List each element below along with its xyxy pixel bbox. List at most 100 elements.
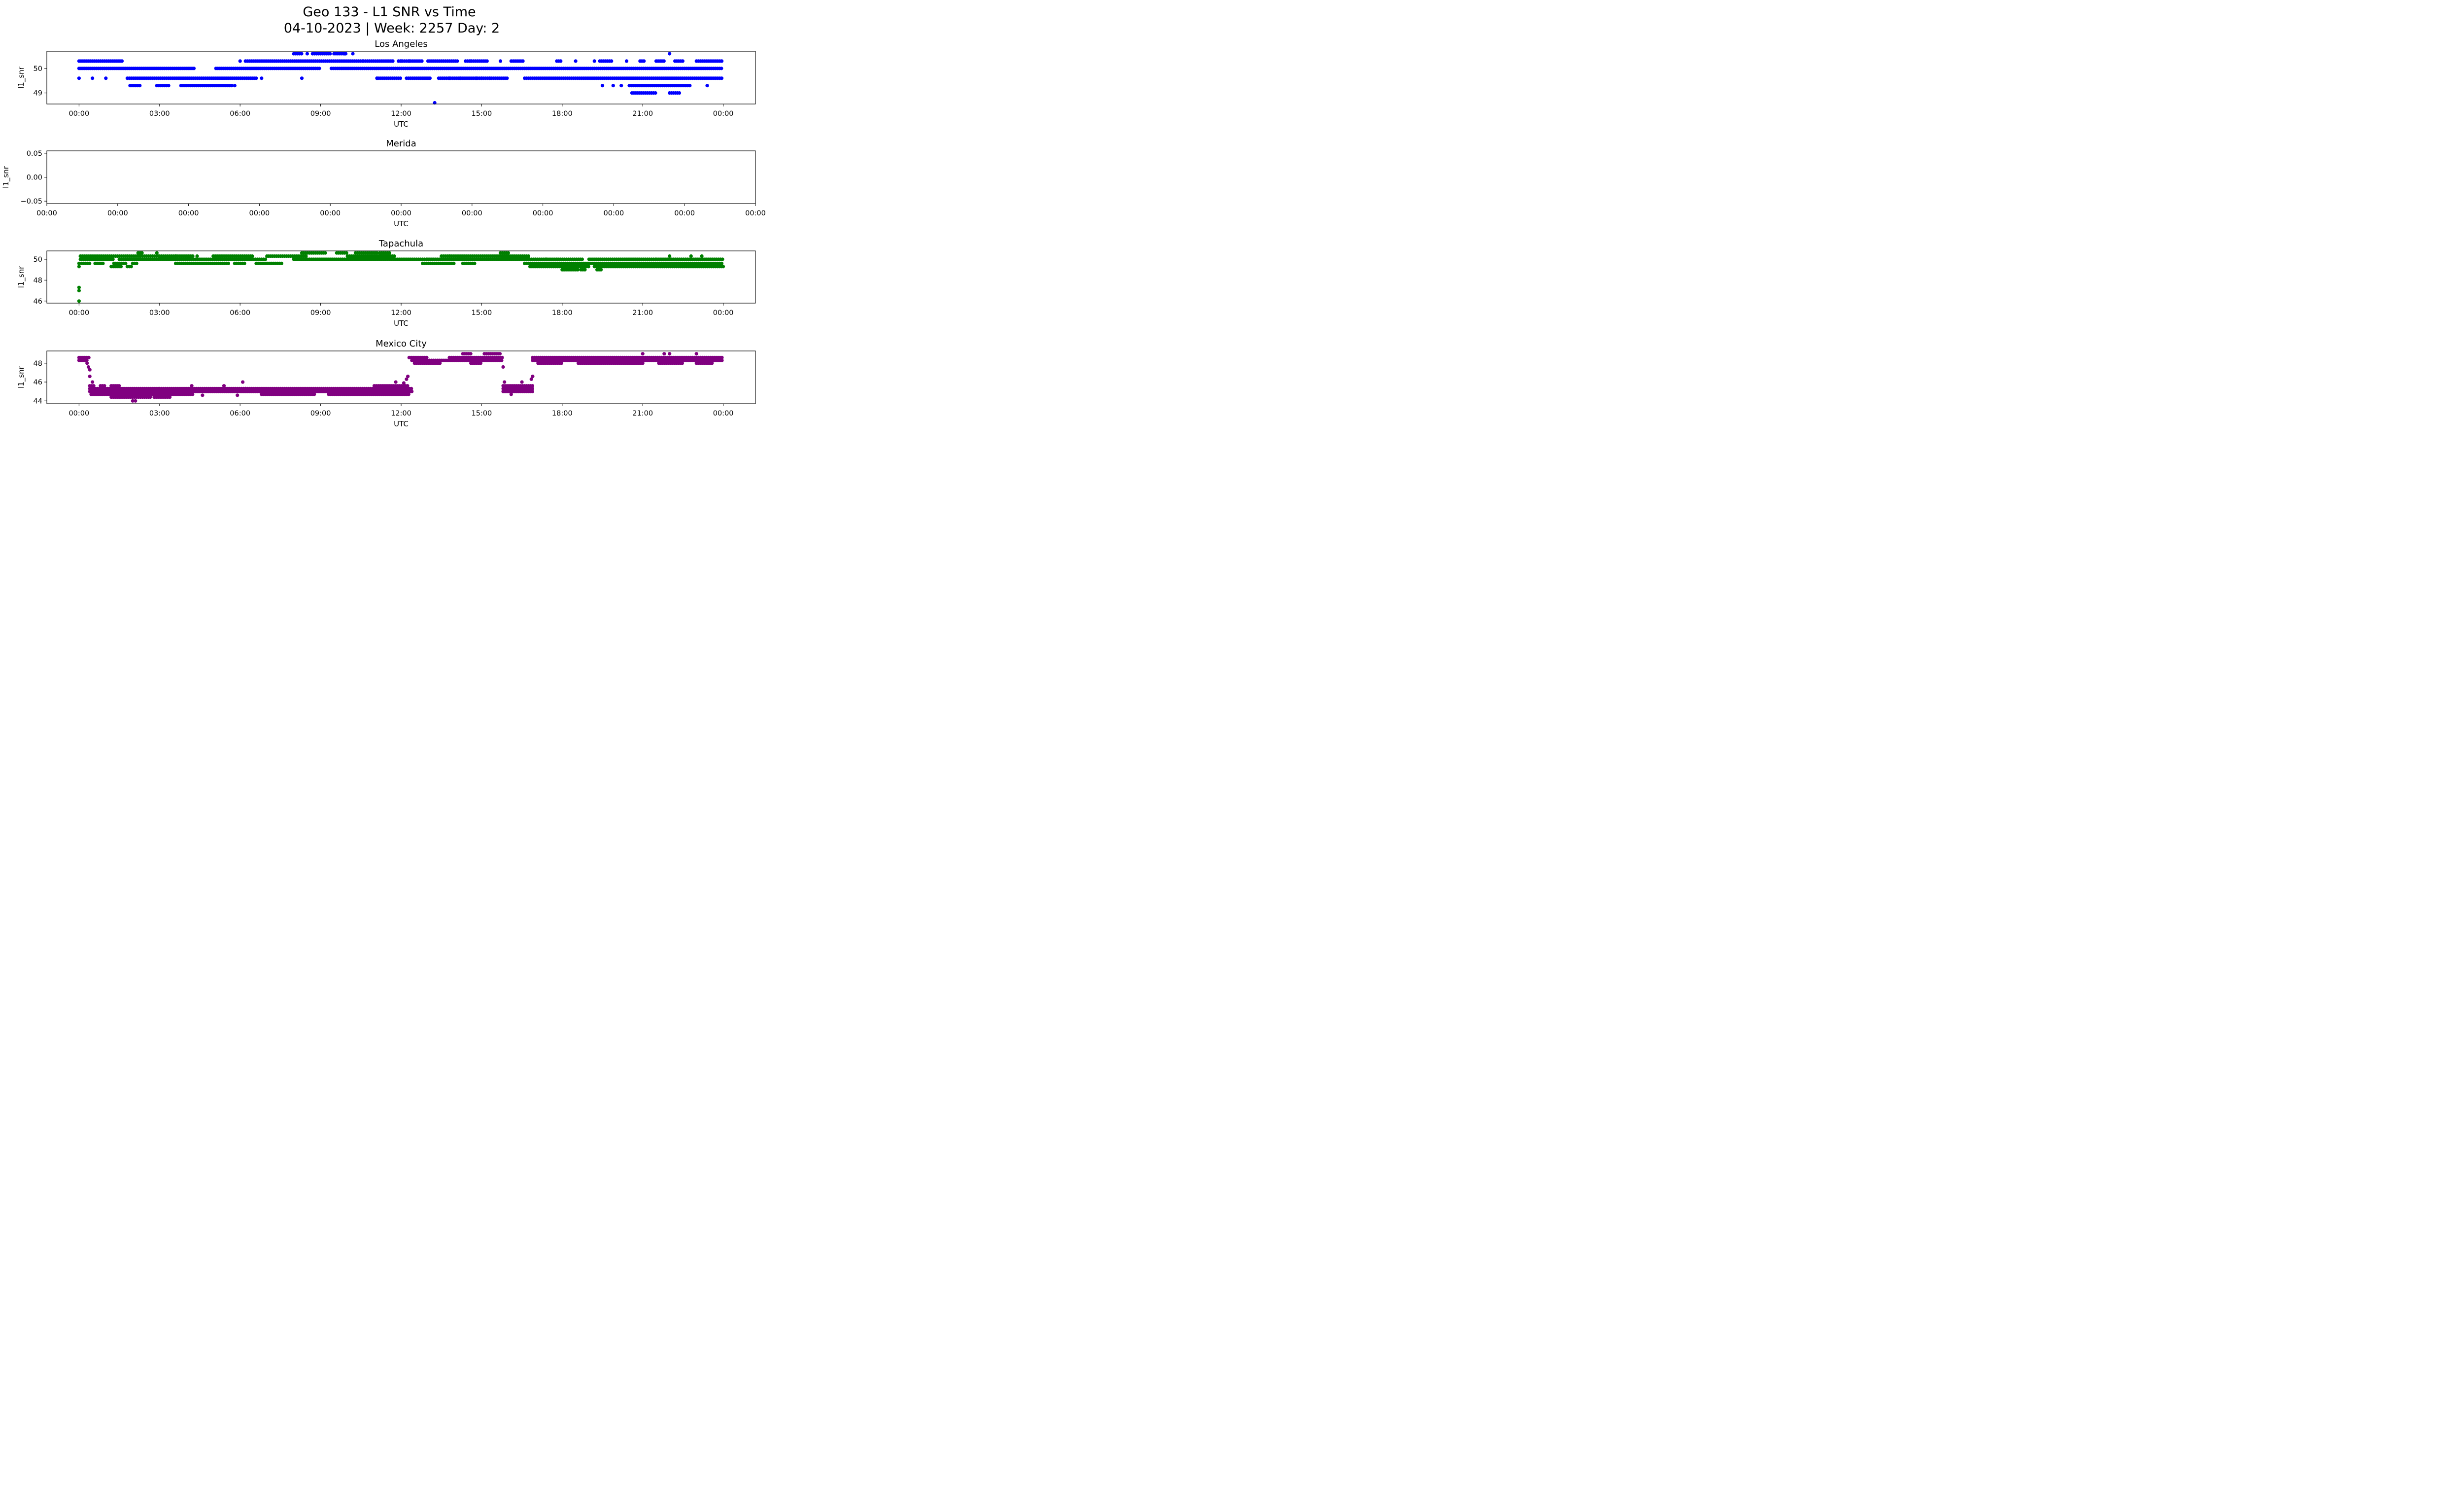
y-tick-label: 49 — [34, 90, 42, 98]
scatter-point — [77, 289, 81, 293]
scatter-point — [438, 361, 442, 365]
scatter-point — [500, 358, 504, 362]
scatter-point — [555, 257, 559, 261]
scatter-point — [328, 52, 332, 56]
scatter-point — [394, 380, 398, 384]
scatter-point — [77, 265, 81, 269]
x-axis-label: UTC — [394, 120, 409, 129]
scatter-point — [300, 52, 304, 56]
scatter-point — [148, 395, 152, 399]
scatter-point — [611, 84, 615, 88]
scatter-point — [721, 265, 725, 269]
scatter-point — [406, 384, 410, 388]
scatter-point — [447, 76, 451, 80]
y-tick-label: 50 — [34, 256, 42, 264]
scatter-point — [279, 261, 283, 266]
scatter-point — [681, 59, 684, 63]
scatter-point — [447, 254, 451, 258]
scatter-point — [317, 67, 321, 70]
scatter-point — [425, 355, 429, 360]
x-tick-label: 00:00 — [68, 410, 89, 417]
scatter-point — [544, 257, 548, 261]
scatter-point — [300, 76, 304, 80]
x-tick-label: 00:00 — [107, 209, 128, 217]
scatter-point — [689, 254, 693, 258]
scatter-point — [505, 76, 509, 80]
scatter-point — [720, 358, 724, 362]
scatter-point — [88, 368, 92, 372]
scatter-point — [580, 257, 584, 261]
figure-title: Geo 133 - L1 SNR vs Time — [303, 4, 476, 20]
scatter-point — [420, 59, 424, 63]
scatter-point — [312, 392, 316, 396]
scatter-point — [485, 59, 489, 63]
x-tick-label: 15:00 — [472, 410, 492, 417]
scatter-point — [375, 76, 379, 80]
scatter-point — [167, 84, 171, 88]
scatter-point — [592, 59, 596, 63]
scatter-point — [479, 361, 483, 365]
scatter-point — [86, 365, 90, 369]
scatter-point — [87, 355, 91, 360]
scatter-point — [680, 361, 684, 365]
scatter-point — [250, 254, 254, 258]
scatter-point — [91, 380, 95, 384]
scatter-point — [135, 261, 138, 266]
scatter-point — [399, 59, 403, 63]
x-tick-label: 18:00 — [552, 309, 573, 317]
scatter-point — [190, 384, 194, 388]
x-axis-label: UTC — [394, 319, 409, 328]
scatter-point — [191, 392, 195, 396]
x-tick-label: 00:00 — [68, 110, 89, 118]
scatter-point — [111, 257, 115, 261]
y-tick-label: 46 — [34, 298, 42, 306]
scatter-point — [455, 59, 459, 63]
x-tick-label: 00:00 — [674, 209, 695, 217]
scatter-point — [641, 352, 645, 356]
scatter-point — [201, 393, 205, 397]
scatter-point — [474, 76, 479, 80]
x-axis-label: UTC — [394, 219, 409, 228]
y-axis-label: l1_snr — [17, 266, 26, 288]
scatter-point — [574, 59, 578, 63]
y-tick-label: 46 — [34, 379, 42, 386]
y-axis-label: l1_snr — [1, 166, 11, 188]
scatter-point — [351, 52, 355, 56]
scatter-point — [392, 254, 396, 258]
x-tick-label: 00:00 — [249, 209, 270, 217]
scatter-point — [77, 261, 81, 266]
scatter-point — [705, 84, 709, 88]
scatter-point — [387, 251, 391, 255]
scatter-point — [92, 384, 96, 388]
scatter-point — [134, 399, 137, 403]
scatter-point — [119, 265, 123, 269]
x-tick-label: 21:00 — [632, 410, 653, 417]
scatter-point — [195, 254, 199, 258]
scatter-point — [583, 268, 587, 272]
x-tick-label: 00:00 — [391, 209, 411, 217]
subplot-0: Los Angeles 00:00 03:00 06:00 09:00 12:00 15:0… — [17, 39, 756, 129]
scatter-point — [140, 251, 144, 255]
scatter-point — [222, 384, 226, 388]
scatter-point — [78, 257, 82, 261]
scatter-point — [719, 76, 724, 80]
scatter-point — [624, 59, 629, 63]
scatter-point — [260, 76, 264, 80]
x-tick-label: 03:00 — [149, 410, 170, 417]
scatter-point — [469, 352, 473, 356]
x-tick-label: 18:00 — [552, 410, 573, 417]
x-tick-label: 12:00 — [391, 309, 411, 317]
scatter-point — [238, 59, 242, 63]
y-axis-label: l1_snr — [17, 366, 26, 388]
scatter-point — [131, 399, 135, 403]
scatter-point — [526, 254, 531, 258]
scatter-point — [662, 352, 666, 356]
scatter-point — [719, 261, 724, 266]
scatter-point — [473, 261, 477, 266]
scatter-point — [406, 375, 410, 379]
scatter-point — [254, 76, 258, 80]
subplot-1: Merida 00:00 00:00 00:00 00:00 00:00 00:00 00:0… — [1, 139, 766, 228]
scatter-point — [230, 84, 234, 88]
scatter-point — [521, 59, 525, 63]
subplot-title: Mexico City — [376, 339, 427, 349]
